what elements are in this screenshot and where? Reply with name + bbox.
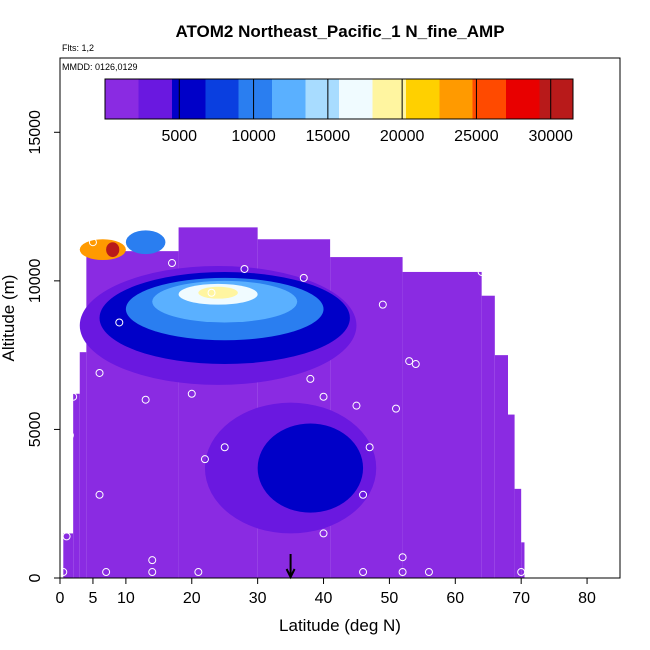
sample-point bbox=[240, 264, 249, 273]
sample-point bbox=[141, 395, 150, 404]
x-axis: 0 5 10 20 30 40 50 60 70 80 bbox=[56, 577, 620, 607]
x-tick-label: 50 bbox=[381, 590, 399, 607]
colorbar-fill bbox=[104, 78, 574, 120]
x-tick-label: 5 bbox=[88, 590, 97, 607]
latitude-marker-arrow bbox=[285, 554, 296, 580]
profile-column bbox=[494, 355, 508, 578]
sample-point bbox=[194, 568, 203, 577]
x-tick-label: 60 bbox=[446, 590, 464, 607]
sample-point bbox=[60, 568, 68, 577]
profile-column bbox=[402, 271, 482, 578]
flights-label: Flts: 1,2 bbox=[62, 43, 94, 53]
marker-head bbox=[285, 568, 296, 580]
sample-point bbox=[398, 553, 407, 562]
heatmap-layer bbox=[63, 227, 525, 578]
sample-point bbox=[220, 443, 229, 452]
x-tick-label: 80 bbox=[578, 590, 596, 607]
colorbar-tick-label: 10000 bbox=[231, 128, 276, 145]
sample-point bbox=[88, 238, 97, 247]
colorbar-ticks: 5000 10000 15000 20000 25000 30000 bbox=[161, 79, 573, 145]
sample-point bbox=[69, 392, 78, 401]
profile-column bbox=[514, 488, 522, 578]
y-tick-label: 5000 bbox=[27, 412, 44, 448]
y-axis: 0 5000 10000 15000 bbox=[27, 58, 61, 582]
sample-point bbox=[359, 490, 368, 499]
sample-point bbox=[148, 556, 157, 565]
x-tick-label: 0 bbox=[56, 590, 65, 607]
profile-column bbox=[521, 542, 525, 578]
profile-column bbox=[73, 393, 80, 578]
sample-point bbox=[115, 318, 124, 327]
sample-point bbox=[424, 568, 433, 577]
sample-point bbox=[517, 568, 526, 577]
y-tick-label: 0 bbox=[27, 573, 44, 582]
concentration-feature bbox=[125, 230, 166, 255]
sample-point bbox=[62, 532, 71, 541]
sample-point bbox=[168, 259, 176, 268]
sample-point bbox=[405, 357, 414, 366]
sample-point bbox=[299, 273, 308, 282]
concentration-feature bbox=[198, 286, 238, 299]
profile-column bbox=[79, 352, 87, 578]
profile-column bbox=[508, 414, 515, 578]
colorbar-tick-label: 20000 bbox=[380, 128, 425, 145]
x-axis-label: Latitude (deg N) bbox=[279, 616, 401, 635]
colorbar-tick-label: 5000 bbox=[161, 128, 197, 145]
y-axis-label: Altitude (m) bbox=[0, 275, 18, 362]
sample-point bbox=[359, 568, 368, 577]
sample-point bbox=[95, 490, 104, 499]
y-tick-label: 15000 bbox=[27, 110, 44, 155]
concentration-feature bbox=[106, 242, 120, 258]
x-tick-label: 70 bbox=[512, 590, 530, 607]
colorbar-tick-label: 30000 bbox=[528, 128, 573, 145]
sample-point bbox=[65, 431, 74, 440]
sample-points-layer bbox=[60, 238, 526, 577]
sample-point bbox=[187, 389, 196, 398]
profile-column bbox=[63, 533, 74, 578]
sample-point bbox=[411, 360, 420, 369]
sample-point bbox=[365, 443, 374, 452]
sample-point bbox=[398, 568, 407, 577]
colorbar: 5000 10000 15000 20000 25000 30000 bbox=[104, 78, 574, 145]
sample-point bbox=[319, 529, 328, 538]
concentration-feature bbox=[257, 423, 364, 513]
chart-title: ATOM2 Northeast_Pacific_1 N_fine_AMP bbox=[175, 22, 504, 41]
profile-column bbox=[481, 295, 495, 578]
x-tick-label: 30 bbox=[249, 590, 267, 607]
x-tick-label: 40 bbox=[315, 590, 333, 607]
sample-point bbox=[95, 368, 104, 377]
sample-point bbox=[200, 455, 209, 464]
colorbar-tick-label: 25000 bbox=[454, 128, 499, 145]
x-tick-label: 20 bbox=[183, 590, 201, 607]
sample-point bbox=[207, 288, 216, 297]
sample-point bbox=[477, 267, 486, 276]
sample-point bbox=[319, 392, 328, 401]
sample-point bbox=[352, 401, 361, 410]
dates-label: MMDD: 0126,0129 bbox=[62, 62, 138, 72]
x-tick-label: 10 bbox=[117, 590, 135, 607]
y-tick-label: 10000 bbox=[27, 259, 44, 304]
colorbar-tick-label: 15000 bbox=[306, 128, 351, 145]
sample-point bbox=[148, 568, 157, 577]
sample-point bbox=[306, 374, 315, 383]
sample-point bbox=[392, 404, 400, 413]
sample-point bbox=[378, 300, 387, 309]
sample-point bbox=[75, 267, 84, 276]
sample-point bbox=[102, 568, 111, 577]
